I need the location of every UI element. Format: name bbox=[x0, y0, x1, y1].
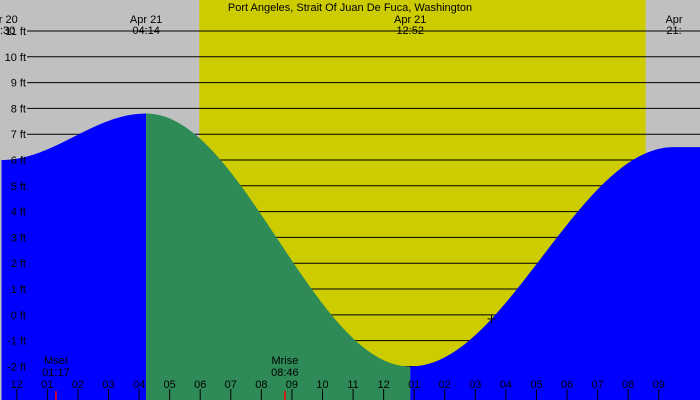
rising-tide-area bbox=[410, 147, 700, 400]
tide-event-date: Apr 20 bbox=[0, 14, 18, 26]
x-tick-label: 07 bbox=[591, 379, 603, 391]
x-tick-label: 02 bbox=[439, 379, 451, 391]
x-tick-label: 09 bbox=[286, 379, 298, 391]
x-tick-label: 06 bbox=[194, 379, 206, 391]
y-axis-labels: 11 ft 10 ft 9 ft 8 ft 7 ft 6 ft 5 ft 4 ft 3 ft 2 … bbox=[5, 26, 26, 373]
x-tick-label: 09 bbox=[653, 379, 665, 391]
y-tick-label: -2 ft bbox=[7, 361, 26, 373]
rising-tide-area bbox=[1, 113, 147, 400]
x-tick-label: 12 bbox=[377, 379, 389, 391]
x-tick-label: 10 bbox=[316, 379, 328, 391]
tide-event-time: 21: bbox=[666, 25, 681, 37]
y-tick-label: -1 ft bbox=[7, 336, 26, 348]
y-tick-label: 0 ft bbox=[11, 310, 26, 322]
current-time-marker bbox=[487, 314, 496, 323]
tide-event-date: Apr bbox=[665, 14, 682, 26]
y-tick-label: 9 ft bbox=[11, 78, 26, 90]
y-tick-label: 2 ft bbox=[11, 258, 26, 270]
y-tick-label: 5 ft bbox=[11, 181, 26, 193]
tide-event-time: 04:14 bbox=[132, 25, 160, 37]
y-tick-label: 4 ft bbox=[11, 207, 26, 219]
moon-event-label: Mset bbox=[44, 355, 68, 367]
x-tick-label: 01 bbox=[408, 379, 420, 391]
tide-event-date: Apr 21 bbox=[394, 14, 426, 26]
tide-event-time: 23:30 bbox=[0, 25, 15, 37]
x-tick-label: 12 bbox=[11, 379, 23, 391]
y-tick-label: 11 ft bbox=[5, 26, 26, 38]
x-tick-label: 08 bbox=[255, 379, 267, 391]
tide-event-time: 12:52 bbox=[396, 25, 424, 37]
chart-title: Port Angeles, Strait Of Juan De Fuca, Wa… bbox=[228, 2, 472, 14]
x-tick-label: 05 bbox=[530, 379, 542, 391]
x-tick-label: 01 bbox=[41, 379, 53, 391]
x-tick-label: 06 bbox=[561, 379, 573, 391]
x-tick-label: 05 bbox=[164, 379, 176, 391]
falling-tide-area bbox=[146, 113, 411, 400]
y-tick-label: 10 ft bbox=[5, 52, 26, 64]
tide-event-date: Apr 21 bbox=[130, 14, 162, 26]
x-tick-label: 08 bbox=[622, 379, 634, 391]
moon-event-time: 08:46 bbox=[271, 367, 299, 379]
moon-event-time: 01:17 bbox=[42, 367, 70, 379]
x-tick-label: 03 bbox=[102, 379, 114, 391]
tide-area bbox=[1, 113, 700, 400]
y-tick-label: 1 ft bbox=[11, 284, 26, 296]
x-tick-label: 03 bbox=[469, 379, 481, 391]
x-tick-label: 07 bbox=[225, 379, 237, 391]
y-tick-label: 8 ft bbox=[11, 103, 26, 115]
y-tick-label: 6 ft bbox=[11, 155, 26, 167]
x-tick-label: 04 bbox=[133, 379, 145, 391]
x-tick-label: 04 bbox=[500, 379, 512, 391]
moon-event-label: Mrise bbox=[271, 355, 298, 367]
y-tick-label: 3 ft bbox=[11, 232, 26, 244]
x-tick-label: 02 bbox=[72, 379, 84, 391]
y-tick-label: 7 ft bbox=[11, 129, 26, 141]
x-axis-ticks: 1112010203040506070809101112010203040506… bbox=[11, 379, 665, 400]
x-tick-label: 11 bbox=[347, 379, 358, 391]
